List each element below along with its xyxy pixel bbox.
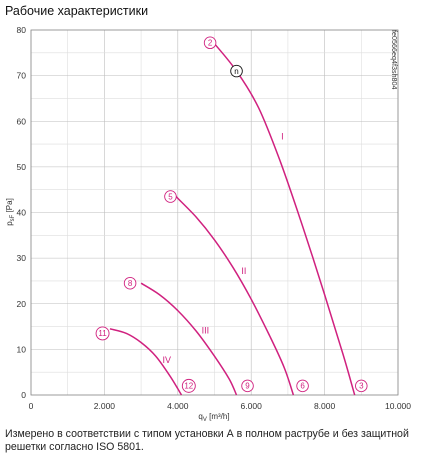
operating-point-marker: 3 — [355, 379, 368, 393]
measurement-note: Измерено в соответствии с типом установк… — [5, 428, 409, 453]
marker-circle — [230, 64, 243, 78]
marker-label: 5 — [168, 192, 173, 201]
y-tick-label: 10 — [17, 344, 27, 354]
x-tick-label: 10.000 — [385, 401, 411, 411]
x-tick-label: 2.000 — [94, 401, 116, 411]
marker-label: n — [234, 67, 238, 76]
y-tick-label: 40 — [17, 208, 27, 218]
y-tick-label: 50 — [17, 162, 27, 172]
marker-label: 6 — [300, 382, 305, 391]
operating-point-marker: 2 — [203, 36, 217, 50]
figure-code: fe0566eq4f3sh804 — [390, 30, 399, 90]
curve-label: II — [241, 266, 246, 276]
axes: 0 2.000 4.000 6.000 8.000 10.000 0 10 20 30 40 50 60… — [17, 25, 412, 411]
plot-frame — [30, 29, 399, 396]
y-tick-label: 30 — [17, 253, 27, 263]
y-tick-label: 0 — [21, 390, 26, 400]
operating-point-marker: 6 — [296, 379, 309, 393]
marker-circle — [123, 276, 137, 290]
marker-label: 8 — [128, 279, 133, 288]
marker-circle — [164, 190, 177, 203]
marker-label: 3 — [359, 382, 364, 391]
chart-title: Рабочие характеристики — [5, 4, 149, 18]
x-axis-label: qV [m³/h] — [198, 412, 229, 423]
x-tick-label: 4.000 — [167, 401, 189, 411]
x-tick-label: 8.000 — [314, 401, 336, 411]
curve-label: III — [202, 325, 210, 335]
y-tick-label: 60 — [17, 116, 27, 126]
markers: 2 n 3 5 6 8 9 11 12 — [95, 36, 368, 393]
operating-point-marker: 9 — [241, 379, 254, 393]
marker-circle — [95, 326, 110, 341]
operating-point-marker: 12 — [181, 378, 196, 393]
y-tick-label: 80 — [17, 25, 27, 35]
operating-point-marker: n — [230, 64, 243, 78]
marker-circle — [241, 379, 254, 393]
marker-label: 11 — [98, 329, 107, 338]
operating-point-marker: 11 — [95, 326, 110, 341]
marker-label: 2 — [208, 39, 213, 48]
x-tick-label: 0 — [29, 401, 34, 411]
marker-circle — [181, 378, 196, 393]
marker-label: 9 — [245, 382, 250, 391]
y-tick-label: 20 — [17, 299, 27, 309]
y-tick-label: 70 — [17, 71, 27, 81]
marker-label: 12 — [184, 382, 193, 391]
grid — [30, 29, 399, 396]
x-tick-label: 6.000 — [241, 401, 263, 411]
curve-iii — [140, 282, 238, 396]
marker-circle — [296, 379, 309, 393]
curve-ii — [175, 195, 295, 396]
operating-point-marker: 8 — [123, 276, 137, 290]
operating-point-marker: 5 — [164, 190, 177, 203]
marker-circle — [203, 36, 217, 50]
curve-label: I — [281, 132, 284, 142]
y-axis-label: psF [Pa] — [5, 198, 16, 226]
marker-circle — [355, 379, 368, 393]
curve-iv — [109, 328, 183, 396]
curve-i — [213, 43, 356, 396]
curve-label: IV — [163, 355, 172, 365]
